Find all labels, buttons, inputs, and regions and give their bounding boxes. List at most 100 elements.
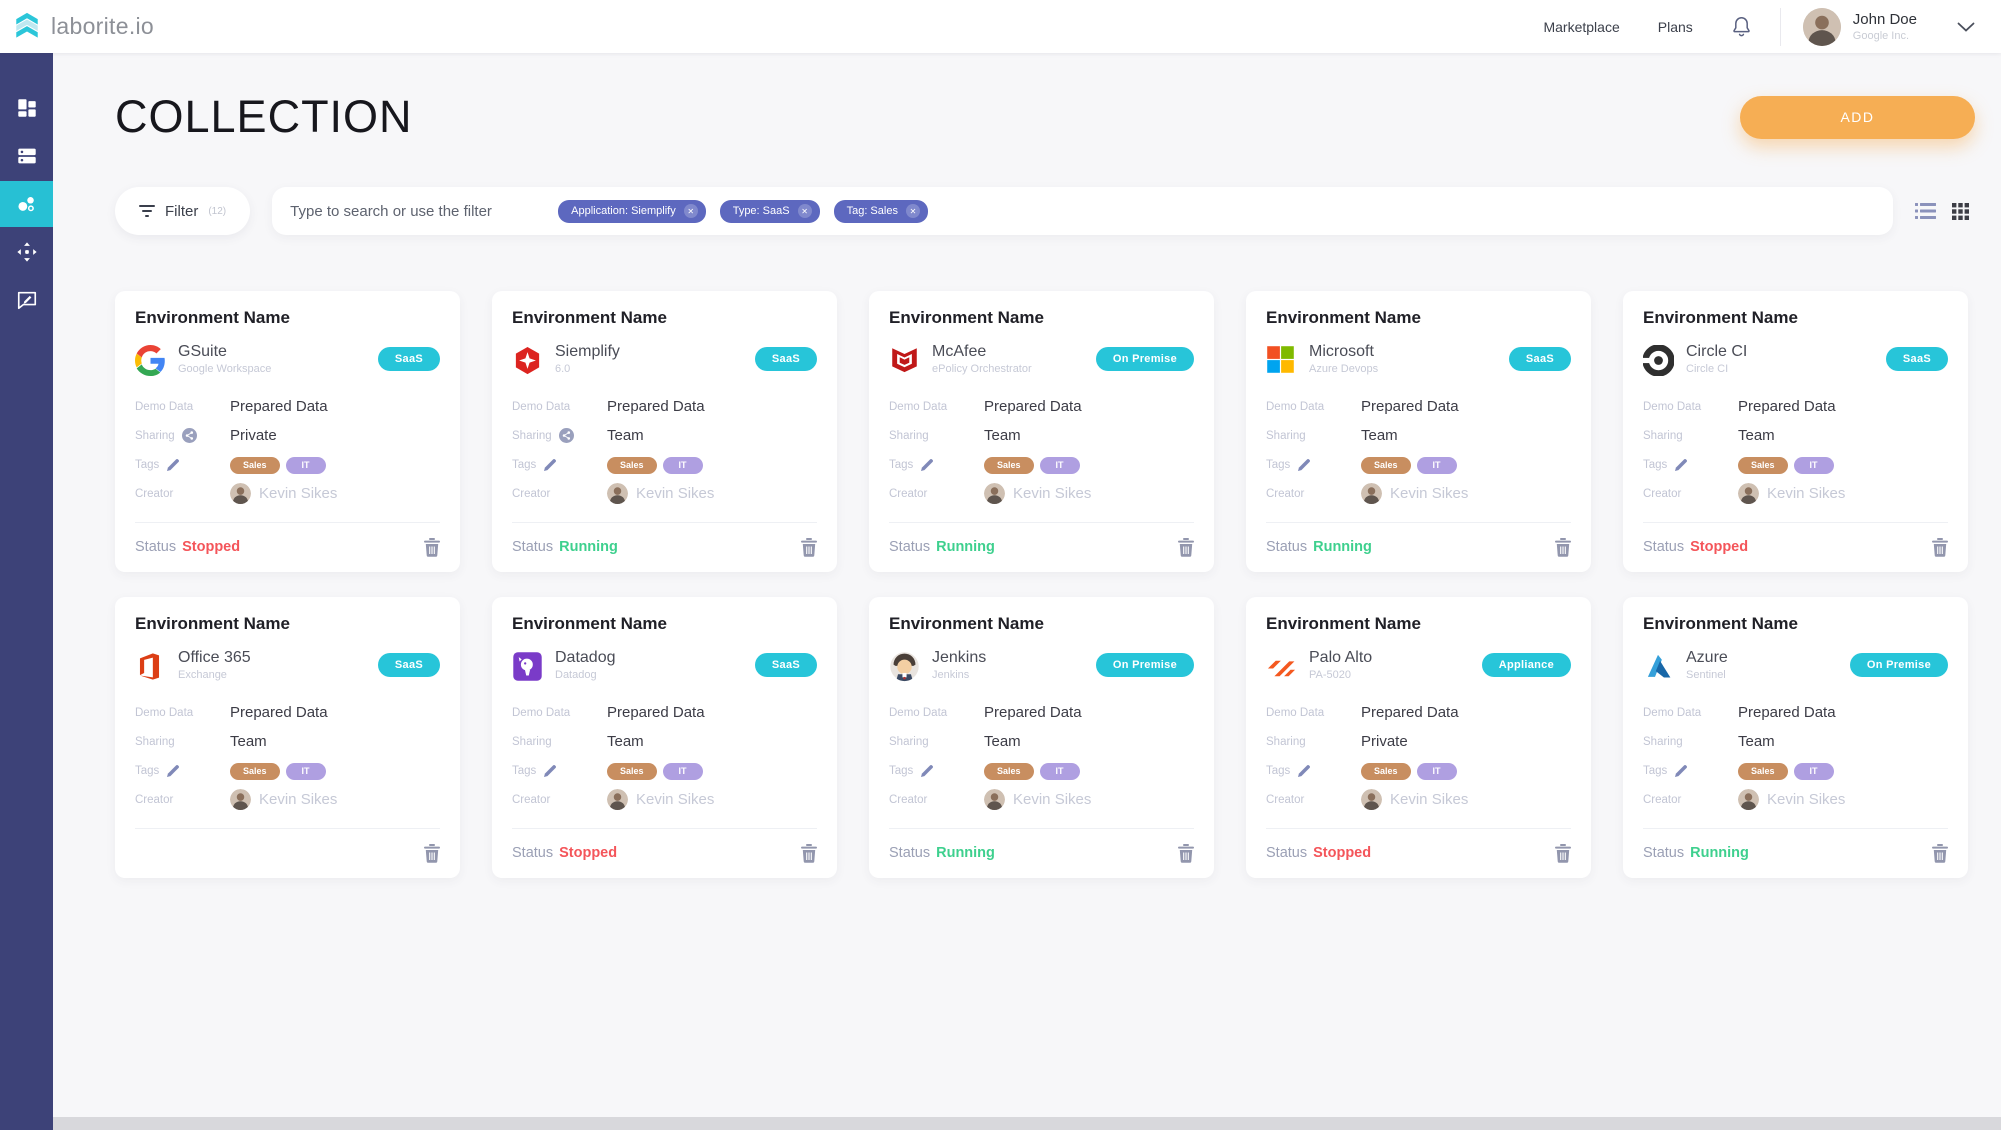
environment-card[interactable]: Environment Name Jenkins Jenkins On Prem… xyxy=(869,597,1214,878)
delete-button[interactable] xyxy=(801,843,817,863)
environment-card[interactable]: Environment Name Circle CI Circle CI Saa… xyxy=(1623,291,1968,572)
demo-data-label: Demo Data xyxy=(135,400,194,413)
remove-chip-icon[interactable]: ✕ xyxy=(905,204,920,218)
delete-button[interactable] xyxy=(1555,843,1571,863)
tag-chip-sales: Sales xyxy=(607,762,657,780)
nav-plans[interactable]: Plans xyxy=(1657,18,1693,35)
edit-tags-pencil-icon[interactable] xyxy=(543,764,557,778)
dashboard-icon xyxy=(16,97,38,119)
search-input[interactable] xyxy=(290,202,549,220)
tag-chip-sales: Sales xyxy=(984,456,1034,474)
environment-card[interactable]: Environment Name GSuite Google Workspace… xyxy=(115,291,460,572)
app-icon xyxy=(1643,651,1674,682)
demo-data-value: Prepared Data xyxy=(230,398,328,415)
sidebar-item-servers[interactable] xyxy=(0,133,53,179)
tags-label: Tags xyxy=(512,764,537,777)
edit-tags-pencil-icon[interactable] xyxy=(920,458,934,472)
delete-button[interactable] xyxy=(801,537,817,557)
edit-tags-pencil-icon[interactable] xyxy=(1297,764,1311,778)
sharing-value: Private xyxy=(1361,733,1408,750)
environment-card[interactable]: Environment Name McAfee ePolicy Orchestr… xyxy=(869,291,1214,572)
creator-avatar xyxy=(230,789,251,810)
creator-name: Kevin Sikes xyxy=(1767,485,1846,502)
edit-tags-pencil-icon[interactable] xyxy=(920,764,934,778)
app-subtitle: Google Workspace xyxy=(178,363,272,375)
filter-chip-application[interactable]: Application: Siemplify ✕ xyxy=(558,199,706,223)
app-name: Azure xyxy=(1686,649,1728,666)
remove-chip-icon[interactable]: ✕ xyxy=(683,204,698,218)
chevron-down-icon[interactable] xyxy=(1957,22,1975,32)
edit-tags-pencil-icon[interactable] xyxy=(1674,764,1688,778)
demo-data-value: Prepared Data xyxy=(607,398,705,415)
tags-label: Tags xyxy=(135,764,160,777)
account-menu[interactable]: John Doe Google Inc. xyxy=(1802,7,1975,46)
app-subtitle: Datadog xyxy=(555,669,597,681)
filter-button[interactable]: Filter (12) xyxy=(115,187,251,235)
horizontal-scrollbar[interactable] xyxy=(53,1117,2001,1130)
demo-data-label: Demo Data xyxy=(1266,706,1325,719)
tag-chip-sales: Sales xyxy=(607,456,657,474)
demo-data-label: Demo Data xyxy=(135,706,194,719)
sidebar-item-feedback[interactable] xyxy=(0,277,53,323)
edit-tags-pencil-icon[interactable] xyxy=(1674,458,1688,472)
sharing-value: Private xyxy=(230,427,277,444)
environment-card[interactable]: Environment Name Datadog Datadog SaaS De… xyxy=(492,597,837,878)
tags-label: Tags xyxy=(512,458,537,471)
environment-card[interactable]: Environment Name Azure Sentinel On Premi… xyxy=(1623,597,1968,878)
brand-logo[interactable]: laborite.io xyxy=(12,10,154,43)
edit-tags-pencil-icon[interactable] xyxy=(166,764,180,778)
tags-label: Tags xyxy=(1266,764,1291,777)
share-icon xyxy=(181,428,197,443)
delete-button[interactable] xyxy=(1178,843,1194,863)
environment-card[interactable]: Environment Name Palo Alto PA-5020 Appli… xyxy=(1246,597,1591,878)
environment-card[interactable]: Environment Name Office 365 Exchange Saa… xyxy=(115,597,460,878)
card-title: Environment Name xyxy=(889,614,1044,633)
demo-data-value: Prepared Data xyxy=(1361,398,1459,415)
search-bar[interactable]: Application: Siemplify ✕ Type: SaaS ✕ Ta… xyxy=(272,187,1893,235)
app-name: GSuite xyxy=(178,343,227,360)
tag-chip-it: IT xyxy=(285,762,326,780)
creator-label: Creator xyxy=(135,487,174,500)
delete-button[interactable] xyxy=(1932,537,1948,557)
nav-marketplace[interactable]: Marketplace xyxy=(1543,18,1620,35)
sidebar-item-apps[interactable] xyxy=(0,229,53,275)
filter-chip-type[interactable]: Type: SaaS ✕ xyxy=(719,199,820,223)
feedback-icon xyxy=(16,289,38,311)
creator-label: Creator xyxy=(512,487,551,500)
delete-button[interactable] xyxy=(424,537,440,557)
sharing-value: Team xyxy=(1738,427,1775,444)
delete-button[interactable] xyxy=(1932,843,1948,863)
status-value: Stopped xyxy=(559,845,618,861)
sidebar-item-collections[interactable] xyxy=(0,181,53,227)
add-button[interactable]: ADD xyxy=(1740,95,1975,139)
tag-chip-sales: Sales xyxy=(1738,762,1788,780)
delete-button[interactable] xyxy=(1555,537,1571,557)
sidebar-item-dashboard[interactable] xyxy=(0,85,53,131)
filter-chip-tag[interactable]: Tag: Sales ✕ xyxy=(833,199,928,223)
grid-view-icon[interactable] xyxy=(1952,202,1969,220)
demo-data-label: Demo Data xyxy=(1643,706,1702,719)
page-title: COLLECTION xyxy=(115,91,413,142)
creator-name: Kevin Sikes xyxy=(259,485,338,502)
notifications-bell-icon[interactable] xyxy=(1731,15,1752,38)
edit-tags-pencil-icon[interactable] xyxy=(543,458,557,472)
edit-tags-pencil-icon[interactable] xyxy=(166,458,180,472)
environment-card[interactable]: Environment Name Siemplify 6.0 SaaS Demo… xyxy=(492,291,837,572)
chip-label: Type: SaaS xyxy=(732,205,790,217)
environment-card[interactable]: Environment Name Microsoft Azure Devops … xyxy=(1246,291,1591,572)
deployment-type-badge: Appliance xyxy=(1481,653,1571,677)
sharing-label: Sharing xyxy=(512,429,552,442)
sharing-value: Team xyxy=(607,733,644,750)
delete-button[interactable] xyxy=(1178,537,1194,557)
delete-button[interactable] xyxy=(424,843,440,863)
card-title: Environment Name xyxy=(1643,614,1798,633)
remove-chip-icon[interactable]: ✕ xyxy=(797,204,812,218)
app-subtitle: Sentinel xyxy=(1686,669,1726,681)
edit-tags-pencil-icon[interactable] xyxy=(1297,458,1311,472)
tags: Sales IT xyxy=(1361,761,1457,780)
creator-label: Creator xyxy=(1266,487,1305,500)
top-header: laborite.io Marketplace Plans John Doe G… xyxy=(0,0,2001,53)
list-view-icon[interactable] xyxy=(1915,203,1936,219)
creator-label: Creator xyxy=(889,487,928,500)
servers-icon xyxy=(16,145,38,167)
